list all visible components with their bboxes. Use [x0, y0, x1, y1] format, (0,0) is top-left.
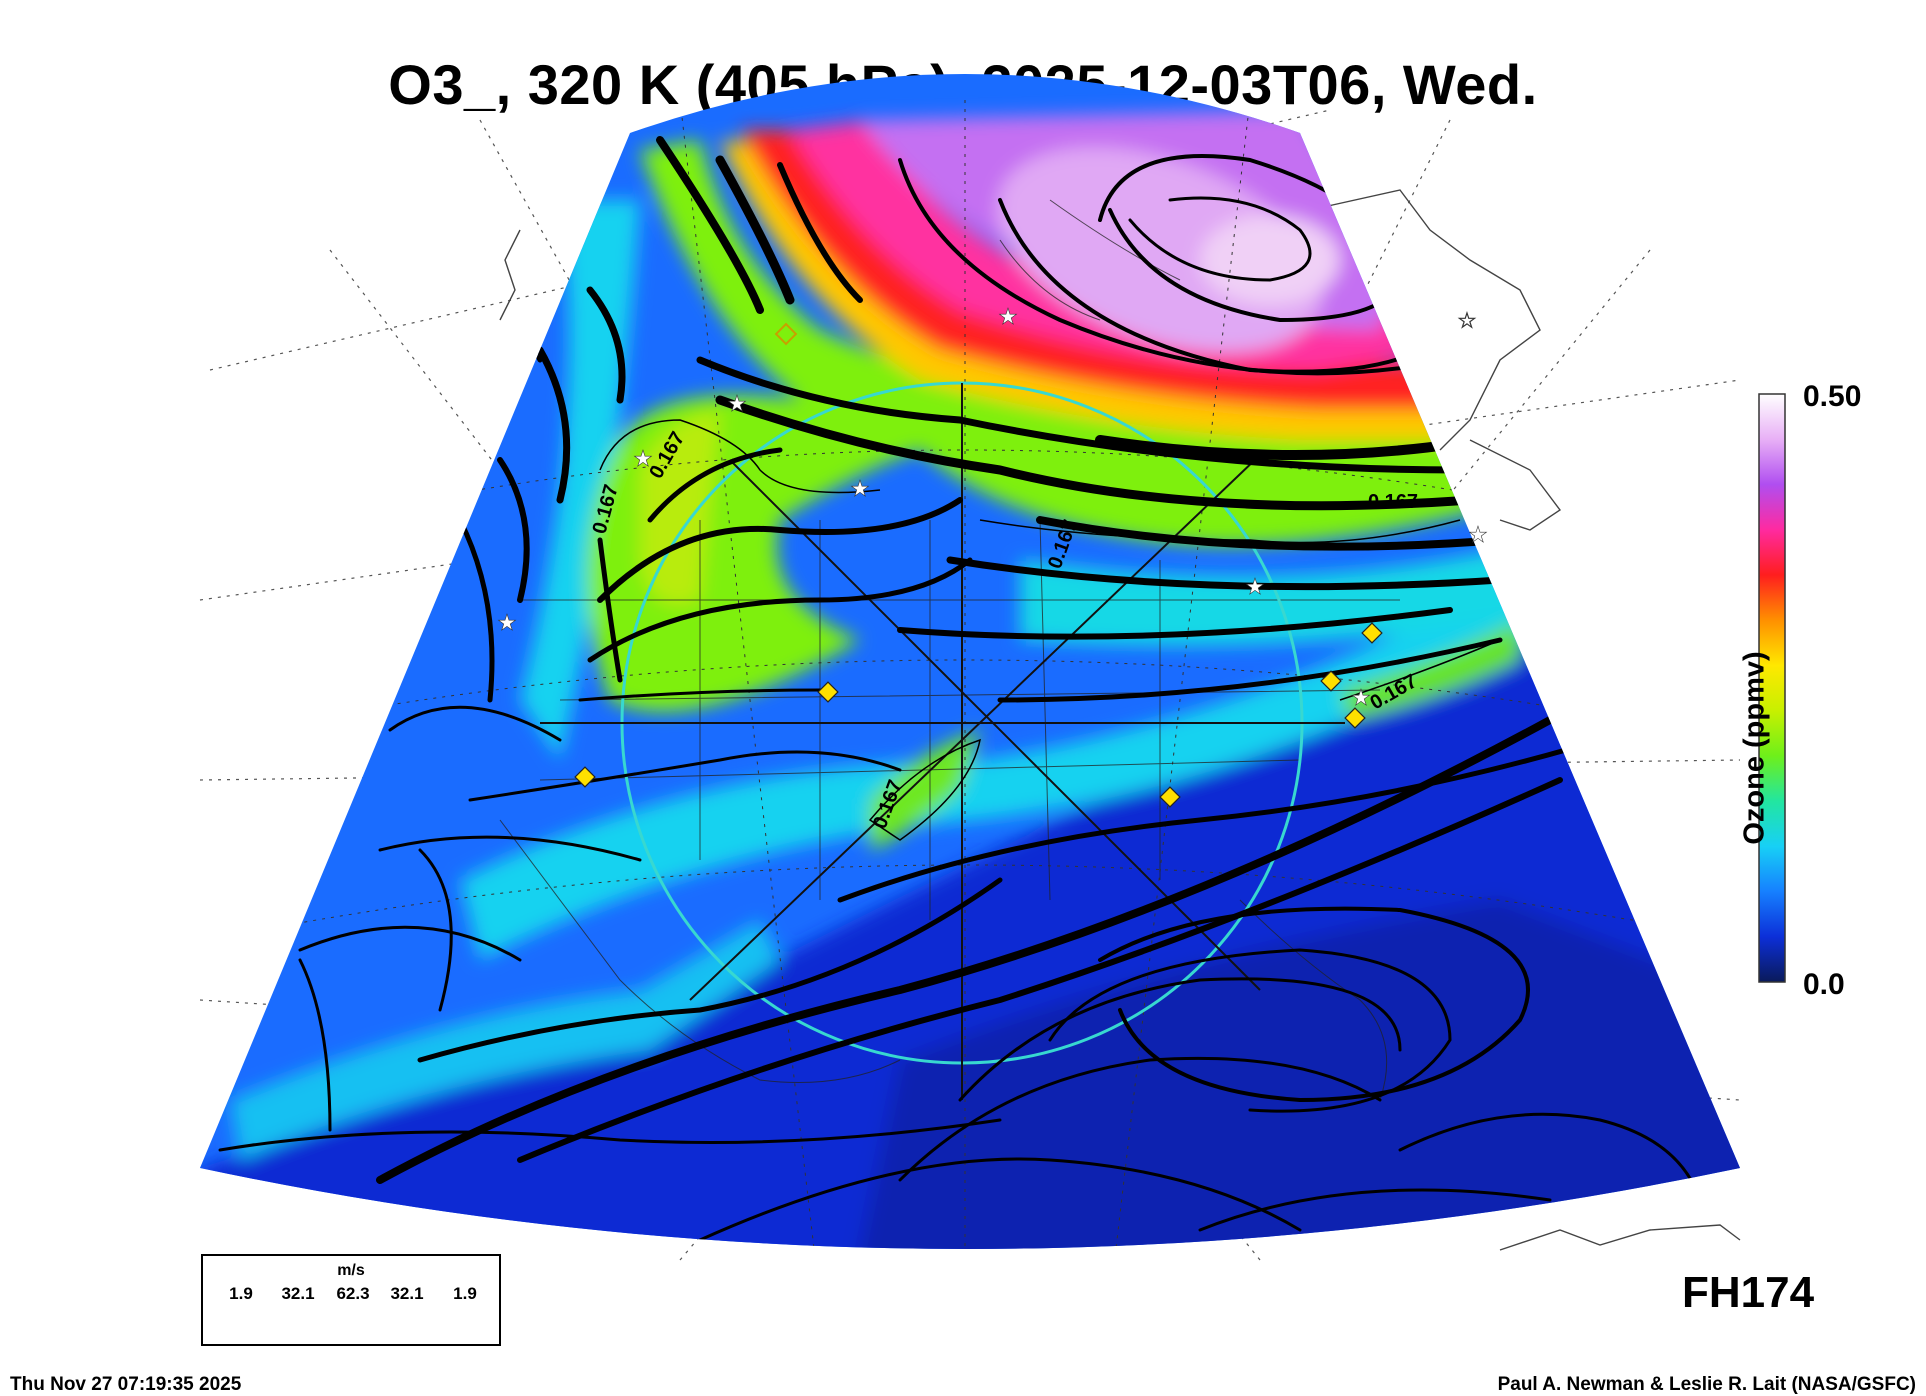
graticule-inner — [259, 99, 1691, 1249]
ozone-field — [200, 74, 1740, 1249]
diamond-marker — [574, 766, 596, 788]
star-marker: ★ — [633, 447, 653, 472]
star-marker: ★ — [497, 611, 517, 636]
wind-legend-value: 32.1 — [281, 1284, 315, 1303]
wind-legend-unit: m/s — [337, 1262, 365, 1279]
diamond-marker — [1159, 786, 1181, 808]
colorbar-title: Ozone (ppmv) — [1738, 651, 1771, 845]
star-marker: ★ — [727, 392, 747, 417]
diamond-marker — [817, 681, 839, 703]
star-marker: ★ — [1351, 686, 1371, 711]
star-marker: ★ — [850, 477, 870, 502]
diamond-marker — [1320, 670, 1342, 692]
station-diamonds — [574, 322, 1383, 808]
star-marker: ★ — [1245, 575, 1265, 600]
diamond-marker — [774, 322, 798, 346]
wind-legend-value: 1.9 — [453, 1284, 477, 1303]
wind-legend-value: 62.3 — [336, 1284, 370, 1303]
colorbar-min-label: 0.0 — [1803, 968, 1845, 1001]
range-ring — [540, 381, 1345, 1100]
wind-streamlines — [218, 136, 1702, 1242]
colorbar — [1758, 393, 1786, 983]
coastline-outer — [499, 189, 1741, 1251]
star-marker: ★ — [998, 305, 1018, 330]
wind-speed-legend: m/s 1.9 32.1 62.3 32.1 1.9 — [201, 1254, 501, 1346]
forecast-hour-label: FH174 — [1682, 1268, 1815, 1317]
star-marker: ★ — [1468, 523, 1488, 548]
diamond-marker — [1344, 707, 1366, 729]
wind-legend-value: 32.1 — [390, 1284, 424, 1303]
colorbar-max-label: 0.50 — [1803, 380, 1862, 413]
star-marker: ☆ — [1457, 309, 1477, 334]
contour-label: 0.167 — [1368, 491, 1418, 513]
ozone-contours — [599, 419, 1501, 841]
author-credit: Paul A. Newman & Leslie R. Lait (NASA/GS… — [1497, 1374, 1916, 1395]
diamond-marker — [1361, 622, 1383, 644]
station-stars: ★ ★ ★ ★ ★ ★ ★ ★ ☆ — [497, 305, 1488, 712]
wind-legend-value: 1.9 — [229, 1284, 253, 1303]
timestamp: Thu Nov 27 07:19:35 2025 — [10, 1374, 242, 1395]
